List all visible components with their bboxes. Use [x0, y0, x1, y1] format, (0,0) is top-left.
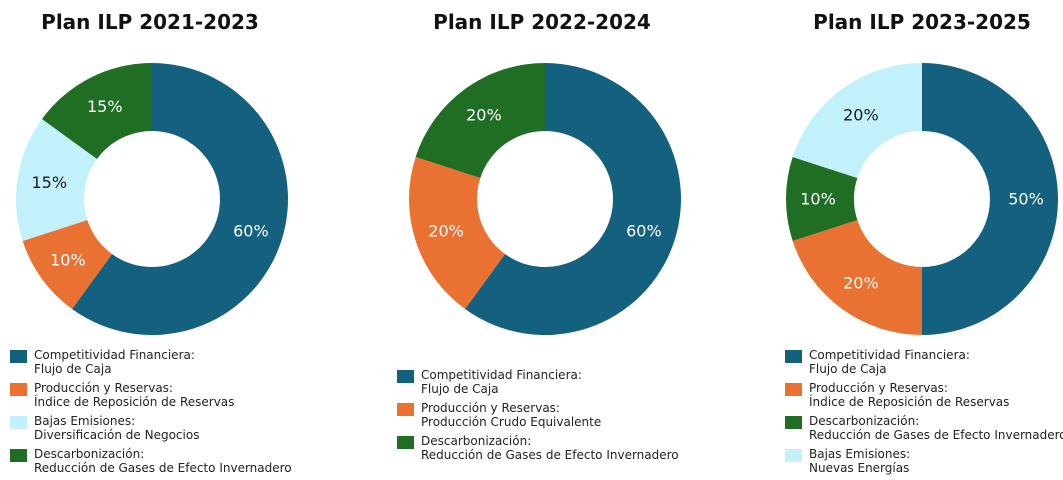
donut-slice [792, 63, 922, 178]
legend-item: Competitividad Financiera: Flujo de Caja [10, 348, 292, 381]
donut-slice [409, 156, 506, 310]
legend-swatch [785, 449, 802, 462]
slice-label: 50% [1008, 190, 1044, 209]
legend-sublabel: Índice de Reposición de Reservas [34, 395, 235, 409]
donut-slice [415, 63, 545, 178]
chart-title: Plan ILP 2021-2023 [41, 10, 259, 34]
donut-slice [22, 220, 113, 310]
legend-item: Descarbonización: Reducción de Gases de … [397, 434, 679, 467]
legend-sublabel: Reducción de Gases de Efecto Invernadero [34, 461, 292, 475]
legend-item: Producción y Reservas: Índice de Reposic… [10, 381, 292, 414]
donut-slice [786, 156, 858, 242]
legend-sublabel: Flujo de Caja [809, 362, 887, 376]
legend-label: Producción y Reservas: [34, 381, 173, 395]
legend-swatch [10, 350, 27, 363]
legend-swatch [397, 403, 414, 416]
slice-label: 60% [626, 222, 662, 241]
legend-sublabel: Flujo de Caja [421, 382, 499, 396]
legend-swatch [397, 370, 414, 383]
legend-label: Competitividad Financiera: [34, 348, 195, 362]
legend-sublabel: Nuevas Energías [809, 461, 910, 475]
slice-label: 20% [428, 222, 464, 241]
donut-slice [465, 63, 681, 335]
chart-panel-3: Plan ILP 2023-2025 50% 20% 10% 20% Competit… [771, 0, 1063, 480]
legend-label: Producción y Reservas: [809, 381, 948, 395]
legend-item: Descarbonización: Reducción de Gases de … [785, 414, 1063, 447]
slice-label: 15% [31, 173, 67, 192]
donut-chart: 60% 20% 20% [409, 63, 681, 335]
legend-label: Descarbonización: [421, 434, 532, 448]
legend-label: Competitividad Financiera: [421, 368, 582, 382]
legend-label: Bajas Emisiones: [34, 414, 136, 428]
legend-swatch [397, 436, 414, 449]
legend-swatch [10, 416, 27, 429]
legend-label: Descarbonización: [809, 414, 920, 428]
legend-swatch [785, 383, 802, 396]
legend-item: Bajas Emisiones: Diversificación de Nego… [10, 414, 292, 447]
legend-sublabel: Reducción de Gases de Efecto Invernadero [809, 428, 1063, 442]
legend-item: Descarbonización: Reducción de Gases de … [10, 447, 292, 480]
donut-chart: 60% 10% 15% 15% [15, 62, 289, 335]
slice-label: 20% [843, 105, 879, 124]
chart-legend: Competitividad Financiera: Flujo de Caja… [397, 368, 679, 467]
legend-label: Producción y Reservas: [421, 401, 560, 415]
slice-label: 10% [50, 251, 86, 270]
legend-sublabel: Flujo de Caja [34, 362, 112, 376]
donut-slice [15, 119, 97, 242]
chart-legend: Competitividad Financiera: Flujo de Caja… [785, 348, 1063, 480]
chart-panel-2: Plan ILP 2022-2024 60% 20% 20% Competitivi… [392, 0, 692, 480]
slice-label: 20% [843, 274, 879, 293]
slice-label: 10% [800, 190, 836, 209]
legend-swatch [10, 383, 27, 396]
legend-sublabel: Reducción de Gases de Efecto Invernadero [421, 448, 679, 462]
donut-chart: 50% 20% 10% 20% [786, 63, 1058, 335]
chart-legend: Competitividad Financiera: Flujo de Caja… [10, 348, 292, 480]
slice-label: 15% [87, 97, 123, 116]
chart-title: Plan ILP 2022-2024 [433, 10, 651, 34]
slice-label: 20% [466, 105, 502, 124]
legend-sublabel: Diversificación de Negocios [34, 428, 200, 442]
donut-slice [922, 63, 1058, 335]
legend-item: Producción y Reservas: Producción Crudo … [397, 401, 679, 434]
legend-sublabel: Índice de Reposición de Reservas [809, 395, 1010, 409]
legend-label: Descarbonización: [34, 447, 145, 461]
legend-swatch [10, 449, 27, 462]
donut-slice [72, 63, 289, 335]
legend-item: Competitividad Financiera: Flujo de Caja [397, 368, 679, 401]
legend-label: Bajas Emisiones: [809, 447, 911, 461]
donut-slice [792, 220, 922, 335]
donut-slice [41, 62, 152, 160]
legend-label: Competitividad Financiera: [809, 348, 970, 362]
legend-sublabel: Producción Crudo Equivalente [421, 415, 602, 429]
legend-item: Producción y Reservas: Índice de Reposic… [785, 381, 1063, 414]
legend-item: Bajas Emisiones: Nuevas Energías [785, 447, 1063, 480]
slice-label: 60% [233, 222, 269, 241]
chart-panel-1: Plan ILP 2021-2023 60% 10% 15% 15% Competit… [0, 0, 300, 480]
chart-title: Plan ILP 2023-2025 [813, 10, 1031, 34]
legend-swatch [785, 350, 802, 363]
legend-item: Competitividad Financiera: Flujo de Caja [785, 348, 1063, 381]
legend-swatch [785, 416, 802, 429]
